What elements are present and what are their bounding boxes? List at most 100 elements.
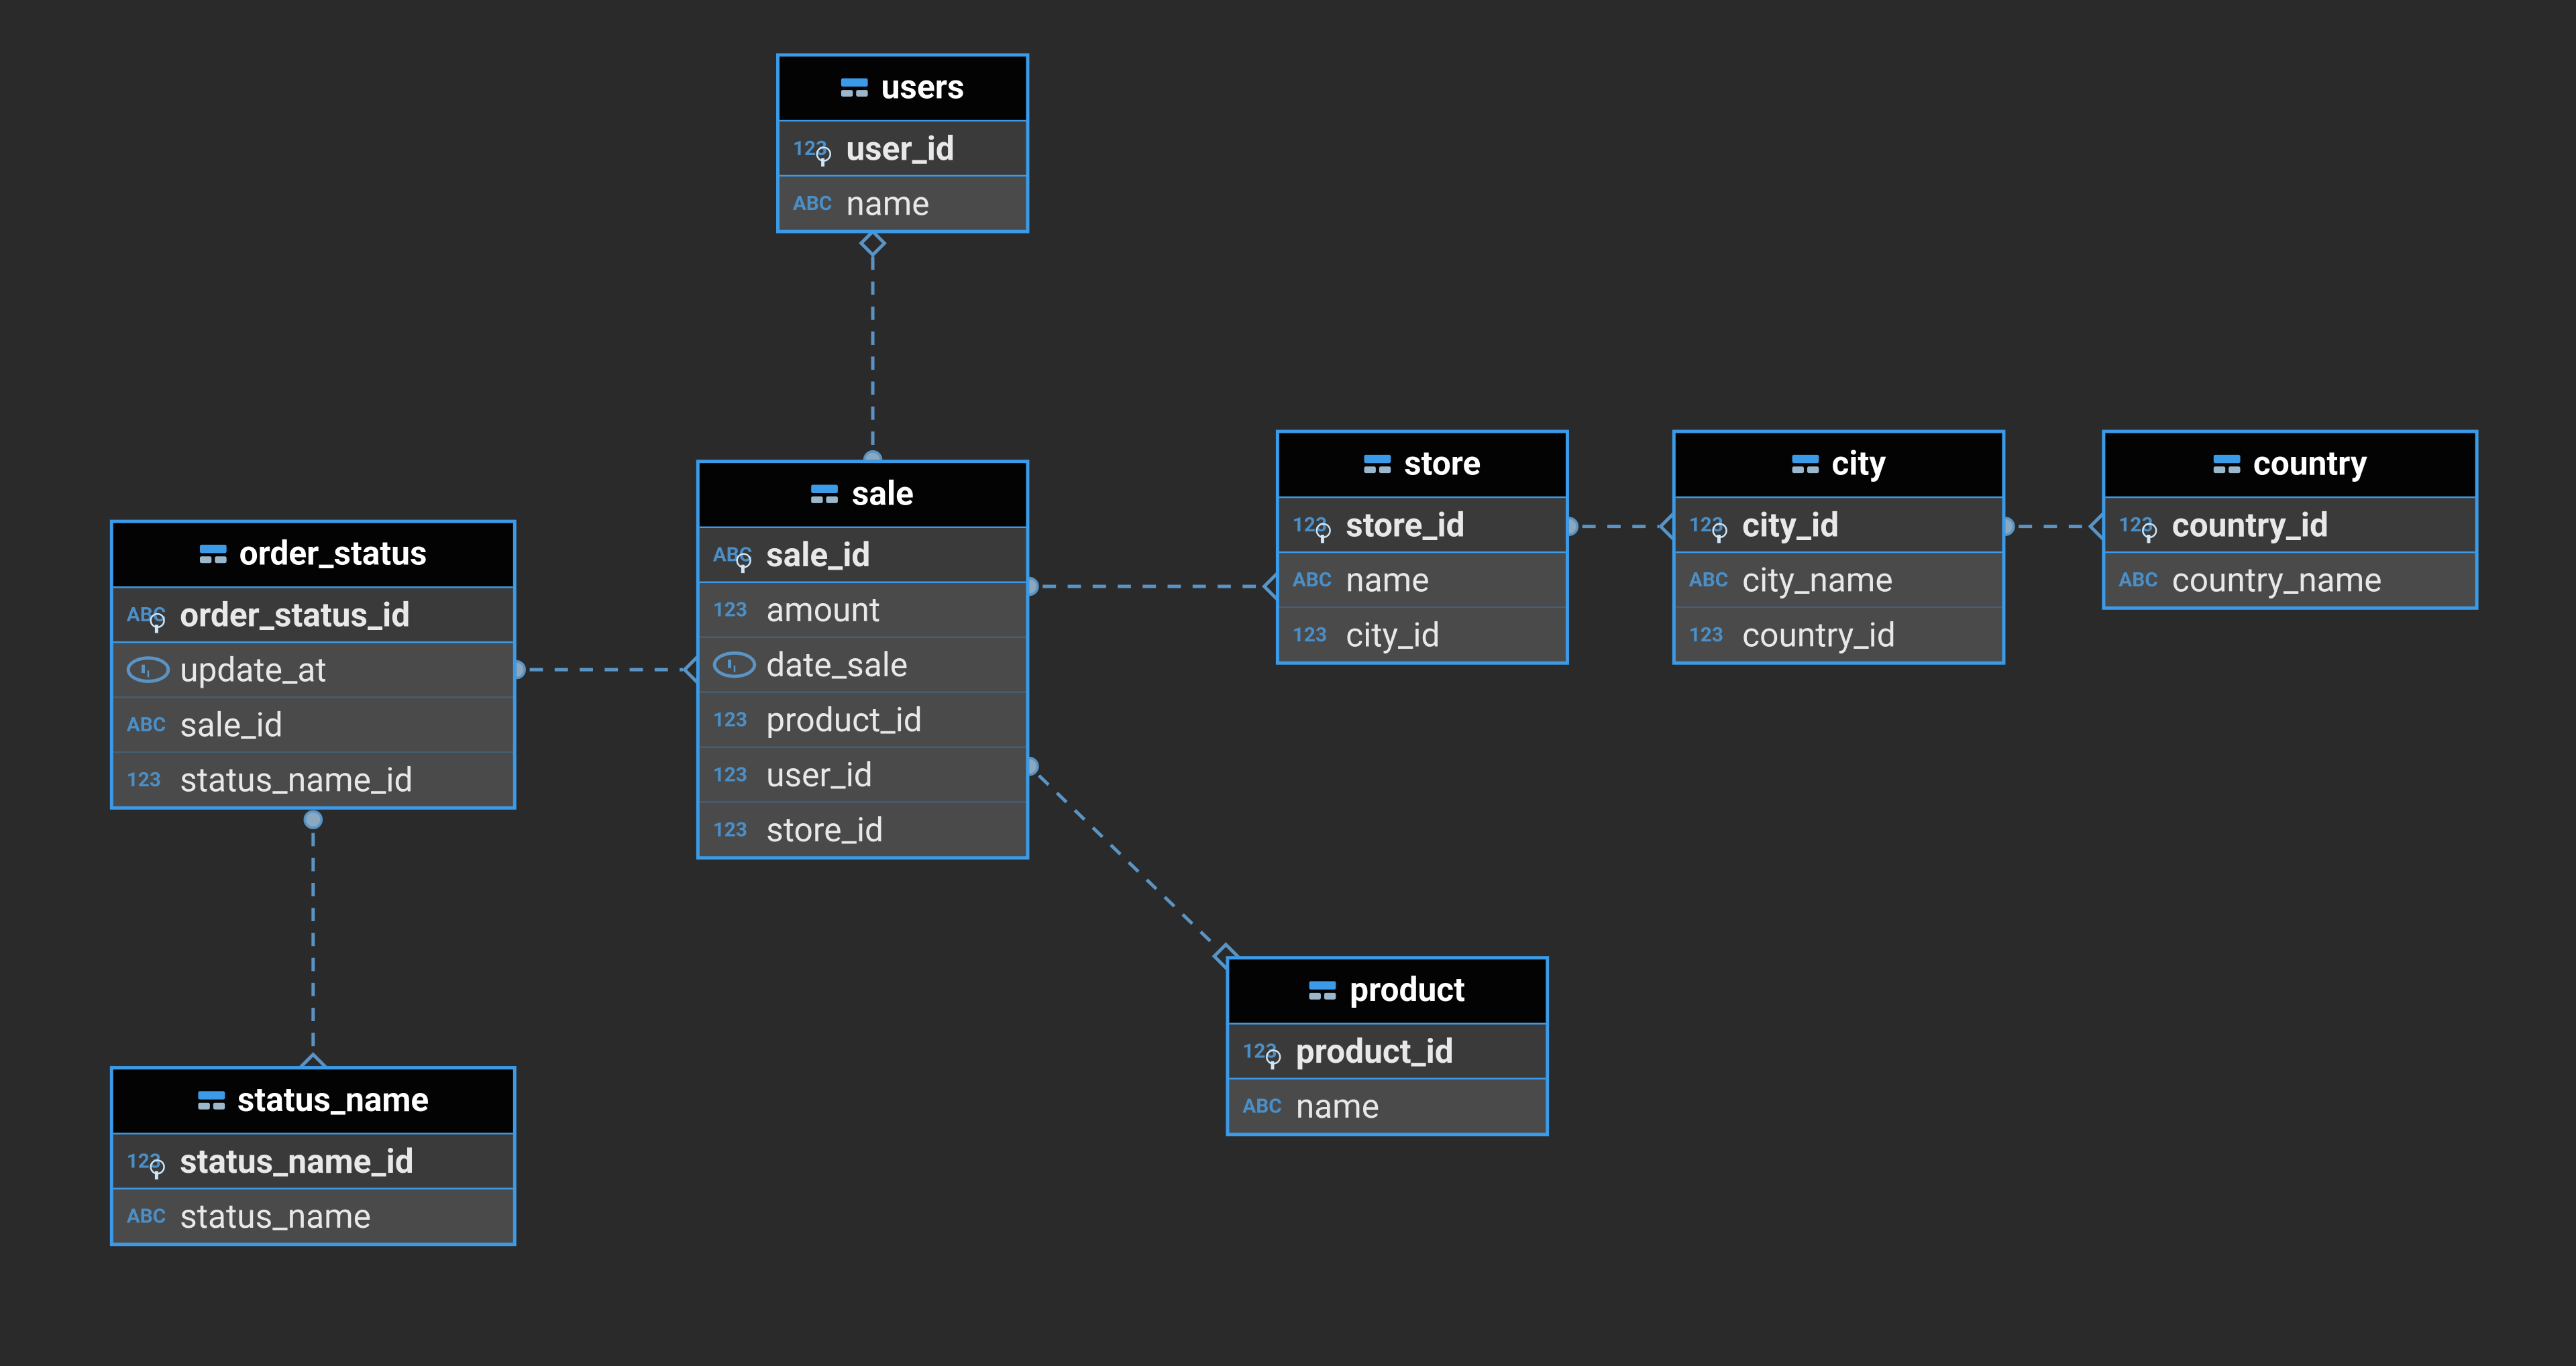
column-row[interactable]: store_id	[1279, 498, 1566, 553]
table-icon	[1792, 454, 1819, 472]
table-title: sale	[852, 473, 914, 513]
column-row[interactable]: status_name_id	[113, 753, 513, 806]
column-row[interactable]: product_id	[1229, 1024, 1546, 1080]
type-num-icon	[713, 765, 757, 785]
type-num-icon	[793, 138, 837, 158]
type-num-icon	[2118, 515, 2162, 535]
type-num-icon	[1242, 1041, 1286, 1061]
table-title: store	[1404, 443, 1481, 483]
table-header[interactable]: city	[1676, 433, 2002, 498]
primary-key-icon	[150, 1159, 164, 1174]
column-row[interactable]: city_id	[1676, 498, 2002, 553]
column-row[interactable]: user_id	[700, 748, 1026, 803]
primary-key-icon	[736, 553, 751, 568]
column-row[interactable]: status_name_id	[113, 1135, 513, 1190]
type-str-icon	[1242, 1096, 1286, 1116]
table-header[interactable]: store	[1279, 433, 1566, 498]
table-icon	[2213, 454, 2240, 472]
column-name: country_id	[2172, 505, 2459, 545]
column-name: name	[1346, 560, 1549, 600]
relationship-edge	[861, 231, 885, 468]
column-row[interactable]: date_sale	[700, 638, 1026, 693]
table-title: users	[881, 66, 965, 107]
table-product[interactable]: product product_idname	[1226, 956, 1549, 1136]
column-name: order_status_id	[180, 594, 496, 635]
table-city[interactable]: city city_id city_name country_id	[1672, 430, 2006, 665]
column-row[interactable]: store_id	[700, 803, 1026, 856]
relationship-edge	[1997, 515, 2114, 538]
column-name: date_sale	[766, 645, 1010, 685]
table-header[interactable]: order_status	[113, 523, 513, 588]
type-num-icon	[713, 600, 757, 620]
column-row[interactable]: user_id	[780, 121, 1026, 176]
column-row[interactable]: amount	[700, 583, 1026, 638]
type-num-icon	[127, 1151, 170, 1171]
relationship-edge	[301, 811, 325, 1078]
primary-key-icon	[1712, 523, 1727, 538]
type-date-icon	[713, 651, 757, 678]
column-row[interactable]: product_id	[700, 693, 1026, 748]
table-icon	[1310, 980, 1337, 998]
table-order_status[interactable]: order_status order_status_id update_atsale…	[110, 520, 517, 810]
column-row[interactable]: country_name	[2105, 553, 2475, 606]
table-header[interactable]: sale	[700, 463, 1026, 528]
column-name: store_id	[1346, 505, 1549, 545]
table-title: order_status	[239, 533, 427, 574]
type-str-icon	[2118, 570, 2162, 590]
type-num-icon	[1689, 625, 1733, 645]
column-row[interactable]: status_name	[113, 1190, 513, 1243]
primary-key-icon	[816, 146, 831, 161]
table-sale[interactable]: sale sale_idamount date_sale product_iduser…	[696, 460, 1030, 859]
table-users[interactable]: users user_idname	[776, 53, 1029, 233]
relationship-edge	[1021, 575, 1287, 598]
relationship-edge	[1021, 758, 1238, 968]
column-row[interactable]: name	[780, 176, 1026, 229]
column-row[interactable]: country_id	[2105, 498, 2475, 553]
type-str-icon	[793, 193, 837, 213]
table-title: status_name	[237, 1080, 429, 1120]
column-row[interactable]: sale_id	[113, 698, 513, 753]
primary-key-icon	[150, 613, 164, 628]
table-header[interactable]: users	[780, 56, 1026, 121]
column-row[interactable]: country_id	[1676, 608, 2002, 661]
table-store[interactable]: store store_idname city_id	[1276, 430, 1569, 665]
type-str-icon	[1689, 570, 1733, 590]
table-title: city	[1832, 443, 1886, 483]
column-row[interactable]: order_status_id	[113, 588, 513, 643]
table-header[interactable]: country	[2105, 433, 2475, 498]
type-date-icon	[127, 656, 170, 683]
table-title: country	[2253, 443, 2367, 483]
table-header[interactable]: product	[1229, 959, 1546, 1024]
column-row[interactable]: city_id	[1279, 608, 1566, 661]
column-name: city_id	[1346, 615, 1549, 655]
relationship-edge	[1561, 515, 1684, 538]
column-name: amount	[766, 590, 1010, 630]
table-status_name[interactable]: status_namestatus_name_idstatus_name	[110, 1066, 517, 1246]
column-name: status_name_id	[180, 759, 496, 800]
column-row[interactable]: sale_id	[700, 528, 1026, 583]
table-header[interactable]: status_name	[113, 1069, 513, 1135]
column-name: user_id	[766, 755, 1010, 795]
column-name: country_name	[2172, 560, 2459, 600]
column-row[interactable]: update_at	[113, 643, 513, 698]
column-name: name	[1296, 1086, 1529, 1126]
type-str-icon	[127, 605, 170, 625]
table-title: product	[1350, 969, 1465, 1010]
table-icon	[812, 484, 839, 502]
column-name: city_name	[1742, 560, 1986, 600]
type-num-icon	[1293, 515, 1336, 535]
column-name: sale_id	[766, 535, 1010, 575]
column-row[interactable]: name	[1279, 553, 1566, 608]
column-name: name	[846, 183, 1009, 223]
column-name: city_id	[1742, 505, 1986, 545]
primary-key-icon	[1266, 1049, 1281, 1064]
relationship-edge	[508, 658, 708, 682]
column-name: sale_id	[180, 704, 496, 745]
table-country[interactable]: country country_id country_name	[2102, 430, 2478, 610]
table-icon	[841, 77, 868, 95]
column-row[interactable]: name	[1229, 1080, 1546, 1133]
type-str-icon	[127, 715, 170, 735]
type-str-icon	[127, 1206, 170, 1226]
column-row[interactable]: city_name	[1676, 553, 2002, 608]
type-num-icon	[713, 710, 757, 730]
